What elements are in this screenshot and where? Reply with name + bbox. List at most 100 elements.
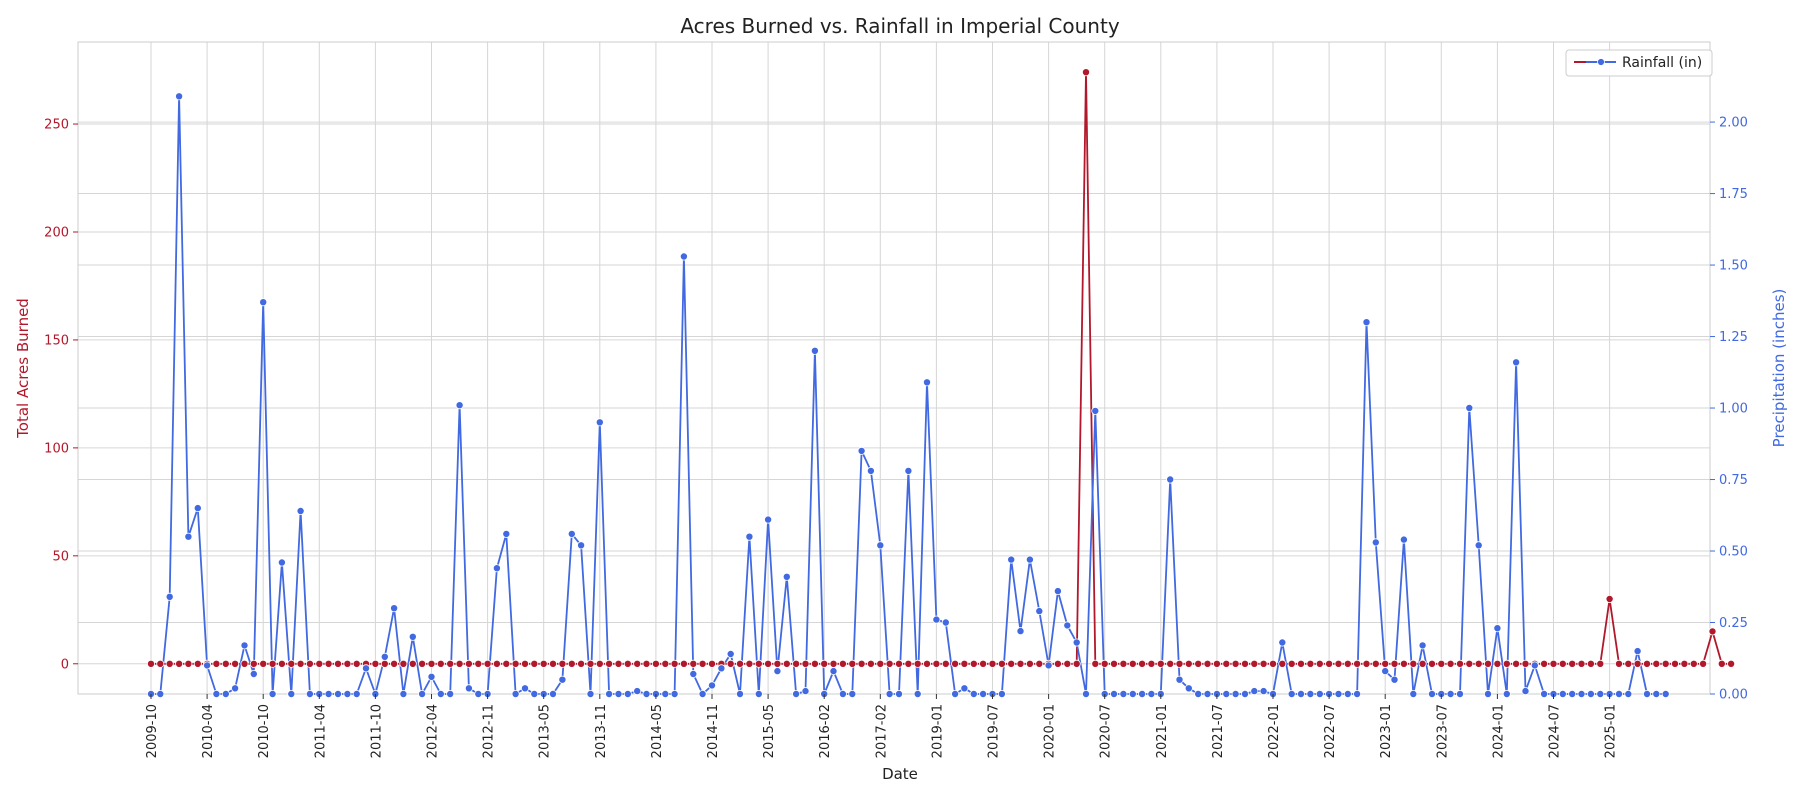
rainfall-point: [1512, 358, 1521, 367]
x-tick-label: 2025-01: [1604, 704, 1619, 758]
rainfall-point: [1110, 690, 1119, 699]
acres-burned-point: [530, 659, 539, 668]
acres-burned-point: [1082, 68, 1091, 77]
rainfall-point: [1399, 535, 1408, 544]
acres-burned-point: [521, 659, 530, 668]
acres-burned-point: [754, 659, 763, 668]
acres-burned-point: [876, 659, 885, 668]
acres-burned-point: [1222, 659, 1231, 668]
acres-burned-point: [165, 659, 174, 668]
rainfall-point: [1128, 690, 1137, 699]
rainfall-point: [193, 504, 202, 513]
acres-burned-point: [1381, 659, 1390, 668]
rainfall-point: [549, 690, 558, 699]
acres-burned-point: [997, 659, 1006, 668]
rainfall-point: [390, 604, 399, 613]
acres-burned-point: [1661, 659, 1670, 668]
rainfall-point: [1091, 406, 1100, 415]
acres-burned-point: [670, 659, 679, 668]
rainfall-point: [1381, 667, 1390, 676]
acres-burned-point: [483, 659, 492, 668]
acres-burned-point: [1241, 659, 1250, 668]
left-tick-label: 150: [44, 333, 69, 348]
rainfall-point: [698, 690, 707, 699]
rainfall-point: [1334, 690, 1343, 699]
acres-burned-point: [623, 659, 632, 668]
acres-burned-point: [838, 659, 847, 668]
acres-burned-point: [1353, 659, 1362, 668]
rainfall-point: [1558, 690, 1567, 699]
acres-burned-point: [352, 659, 361, 668]
acres-burned-point: [175, 659, 184, 668]
rainfall-point: [605, 690, 614, 699]
acres-burned-point: [221, 659, 230, 668]
rainfall-point: [446, 690, 455, 699]
rainfall-point: [1072, 638, 1081, 647]
acres-burned-point: [913, 659, 922, 668]
rainfall-point: [1428, 690, 1437, 699]
rainfall-point: [399, 690, 408, 699]
acres-burned-point: [539, 659, 548, 668]
rainfall-point: [333, 690, 342, 699]
acres-burned-point: [1231, 659, 1240, 668]
rainfall-point: [1063, 621, 1072, 630]
rainfall-point: [492, 564, 501, 573]
acres-burned-point: [1418, 659, 1427, 668]
acres-burned-point: [427, 659, 436, 668]
rainfall-point: [773, 667, 782, 676]
rainfall-point: [801, 687, 810, 696]
rainfall-point: [577, 541, 586, 550]
acres-burned-point: [1072, 659, 1081, 668]
acres-burned-point: [988, 659, 997, 668]
acres-burned-point: [1203, 659, 1212, 668]
gridlines: [78, 42, 1710, 695]
acres-burned-point: [1689, 659, 1698, 668]
acres-burned-point: [1035, 659, 1044, 668]
x-tick-label: 2020-01: [1043, 704, 1058, 758]
acres-burned-point: [1025, 659, 1034, 668]
acres-burned-point: [1119, 659, 1128, 668]
acres-burned-point: [1643, 659, 1652, 668]
acres-burned-point: [511, 659, 520, 668]
rainfall-point: [764, 515, 773, 524]
acres-burned-point: [212, 659, 221, 668]
acres-burned-point: [829, 659, 838, 668]
rainfall-point: [1016, 627, 1025, 636]
rainfall-point: [1203, 690, 1212, 699]
right-tick-label: 0.00: [1719, 688, 1748, 703]
acres-burned-point: [380, 659, 389, 668]
rainfall-point: [661, 690, 670, 699]
x-tick-label: 2022-01: [1267, 704, 1282, 758]
acres-burned-point: [492, 659, 501, 668]
rainfall-point: [305, 690, 314, 699]
rainfall-point: [1119, 690, 1128, 699]
acres-burned-point: [736, 659, 745, 668]
acres-burned-point: [371, 659, 380, 668]
rainfall-point: [1241, 690, 1250, 699]
acres-burned-point: [1306, 659, 1315, 668]
rainfall-point: [436, 690, 445, 699]
acres-burned-point: [193, 659, 202, 668]
rainfall-point: [1315, 690, 1324, 699]
rainfall-point: [1343, 690, 1352, 699]
rainfall-point: [838, 690, 847, 699]
x-tick-label: 2023-01: [1379, 704, 1394, 758]
acres-burned-point: [277, 659, 286, 668]
x-tick-label: 2014-11: [706, 704, 721, 758]
rainfall-point: [876, 541, 885, 550]
rainfall-point: [1568, 690, 1577, 699]
rainfall-point: [1007, 555, 1016, 564]
acres-burned-point: [1540, 659, 1549, 668]
x-tick-label: 2013-05: [538, 704, 553, 758]
acres-burned-point: [1399, 659, 1408, 668]
left-tick-label: 50: [52, 549, 69, 564]
acres-burned-point: [633, 659, 642, 668]
rainfall-point: [1586, 690, 1595, 699]
acres-burned-point: [231, 659, 240, 668]
rainfall-point: [745, 532, 754, 541]
rainfall-point: [249, 670, 258, 679]
rainfall-point: [1615, 690, 1624, 699]
acres-burned-point: [1334, 659, 1343, 668]
rainfall-point: [231, 684, 240, 693]
rainfall-point: [1278, 638, 1287, 647]
